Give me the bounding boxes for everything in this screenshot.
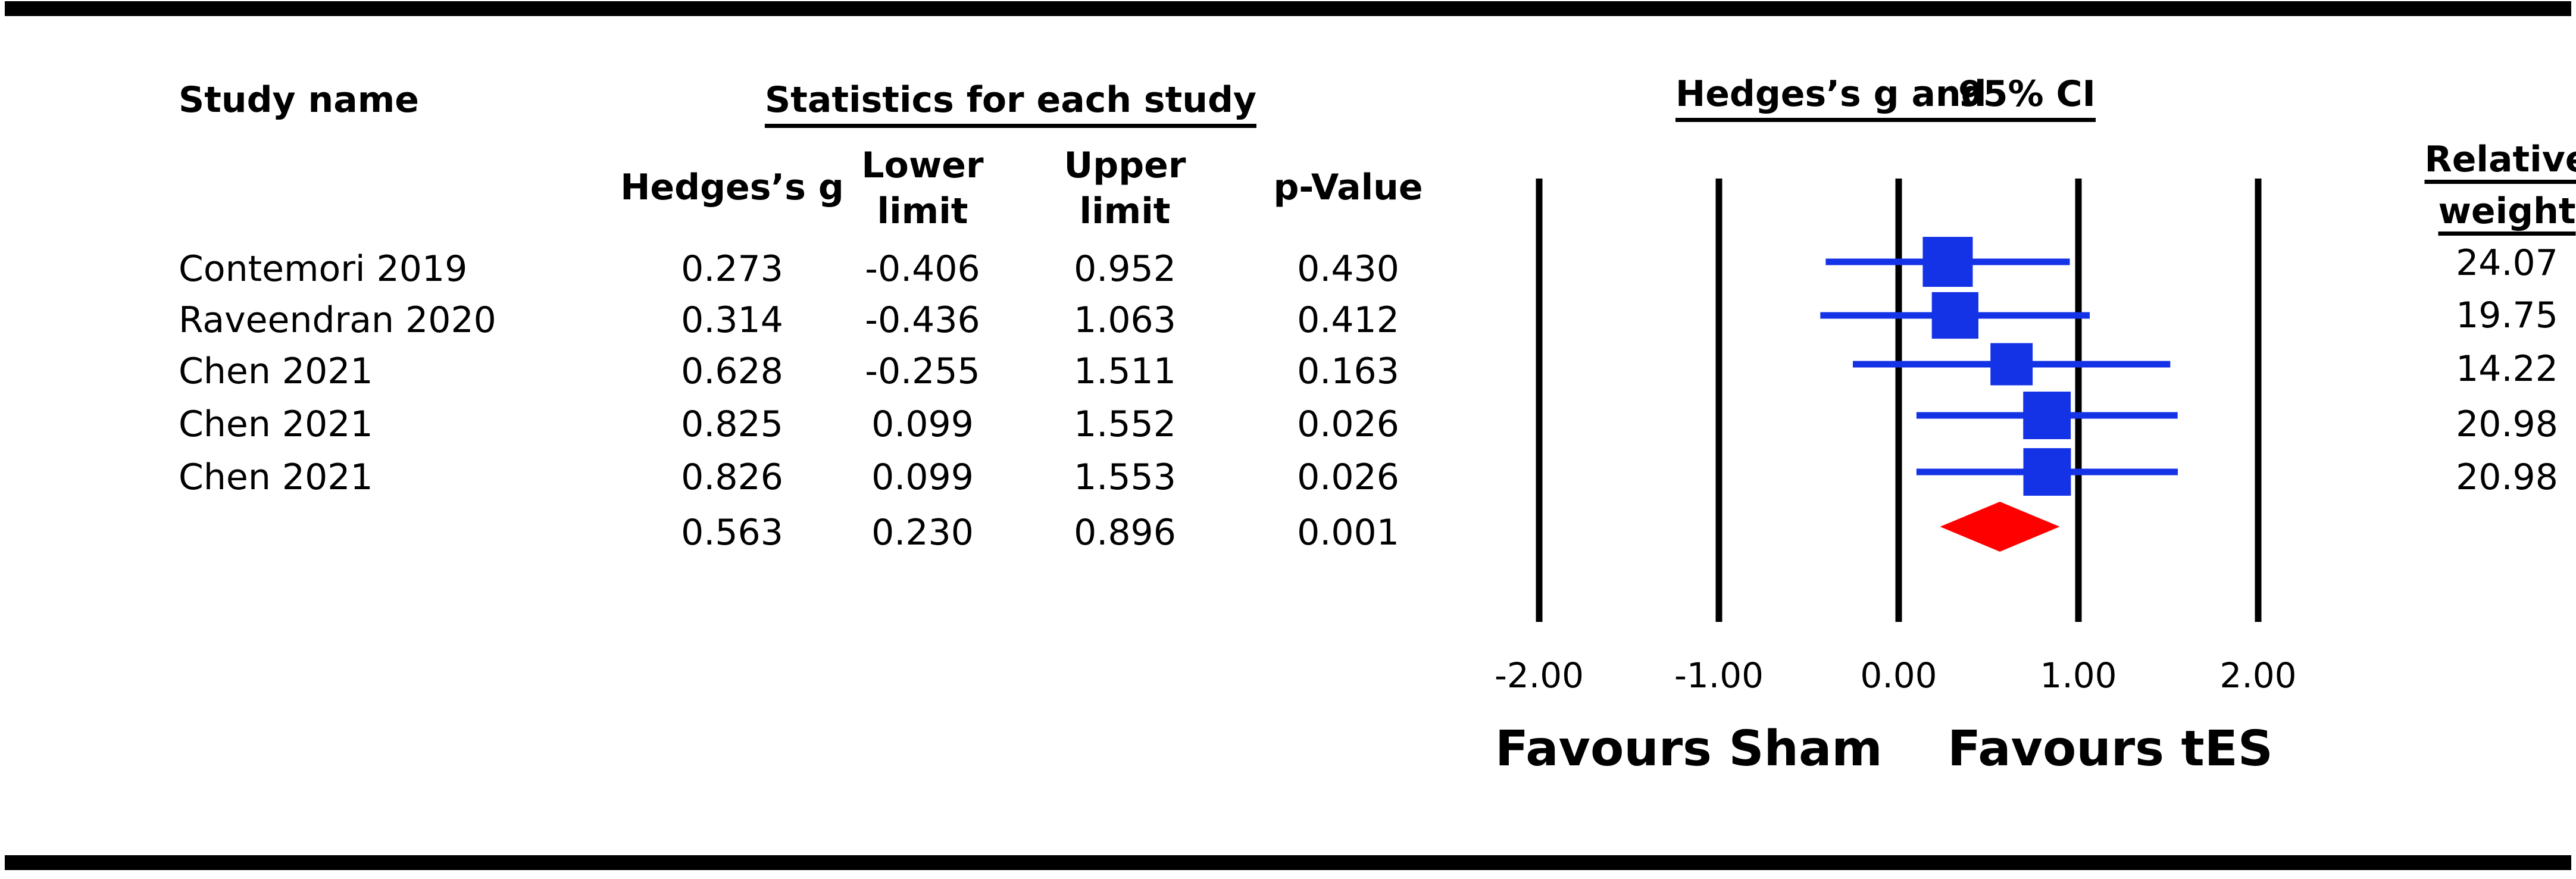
- p-value: 0.163: [1297, 351, 1399, 392]
- hedges-g-value: 0.826: [681, 456, 783, 498]
- x-tick-label: -1.00: [1674, 655, 1764, 696]
- upper-limit-header-2: limit: [1079, 190, 1171, 232]
- summary-p-value: 0.001: [1297, 512, 1399, 553]
- relative-weight-value: 19.75: [2456, 295, 2558, 336]
- lower-limit-value: 0.099: [871, 403, 974, 445]
- upper-limit-header-1: Upper: [1064, 145, 1186, 186]
- study-name: Chen 2021: [179, 351, 373, 392]
- x-tick-label: -2.00: [1495, 655, 1584, 696]
- bottom-rule: [5, 855, 2571, 870]
- effect-square: [2023, 448, 2071, 496]
- effect-square: [2023, 392, 2071, 439]
- upper-limit-value: 1.553: [1074, 456, 1176, 498]
- lower-limit-value: 0.099: [871, 456, 974, 498]
- x-tick-label: 0.00: [1860, 655, 1937, 696]
- p-value: 0.026: [1297, 403, 1399, 445]
- relative-weight-value: 24.07: [2456, 242, 2558, 284]
- upper-limit-value: 1.511: [1074, 351, 1176, 392]
- effect-square: [1931, 292, 1978, 339]
- lower-limit-value: -0.255: [865, 351, 980, 392]
- relative-weight-value: 14.22: [2456, 348, 2558, 390]
- study-name: Chen 2021: [179, 403, 373, 445]
- lower-limit-header-1: Lower: [861, 145, 984, 186]
- summary-upper-limit: 0.896: [1074, 512, 1176, 553]
- hedges-g-value: 0.628: [681, 351, 783, 392]
- effect-square: [1990, 343, 2033, 386]
- lower-limit-value: -0.436: [865, 299, 980, 341]
- hedges-g-value: 0.273: [681, 248, 783, 290]
- p-value: 0.026: [1297, 456, 1399, 498]
- effect-square: [1922, 237, 1973, 287]
- study-name: Raveendran 2020: [179, 299, 496, 341]
- p-value: 0.430: [1297, 248, 1399, 290]
- hedges-g-header: Hedges’s g: [620, 167, 844, 208]
- study-name: Contemori 2019: [179, 248, 468, 290]
- p-value-header: p-Value: [1273, 167, 1423, 208]
- x-tick-label: 2.00: [2219, 655, 2296, 696]
- summary-diamond: [1940, 502, 2060, 552]
- favours-right-label: Favours tES: [1947, 721, 2273, 777]
- study-name: Chen 2021: [179, 456, 373, 498]
- relative-weight-value: 20.98: [2456, 456, 2558, 498]
- plot-header-part2: 95% CI: [1958, 76, 2096, 122]
- relative-weight-header-1: Relative: [2424, 142, 2576, 184]
- relative-weight-value: 20.98: [2456, 403, 2558, 445]
- upper-limit-value: 1.552: [1074, 403, 1176, 445]
- lower-limit-value: -0.406: [865, 248, 980, 290]
- top-rule: [5, 1, 2571, 16]
- hedges-g-value: 0.825: [681, 403, 783, 445]
- p-value: 0.412: [1297, 299, 1399, 341]
- lower-limit-header-2: limit: [877, 190, 968, 232]
- upper-limit-value: 1.063: [1074, 299, 1176, 341]
- x-tick-label: 1.00: [2040, 655, 2117, 696]
- upper-limit-value: 0.952: [1074, 248, 1176, 290]
- plot-header-part1: Hedges’s g and: [1675, 76, 1987, 122]
- relative-weight-header-2: weight: [2438, 193, 2576, 236]
- summary-hedges-g: 0.563: [681, 512, 783, 553]
- hedges-g-value: 0.314: [681, 299, 783, 341]
- study-name-header: Study name: [179, 79, 419, 121]
- summary-lower-limit: 0.230: [871, 512, 974, 553]
- favours-left-label: Favours Sham: [1495, 721, 1883, 777]
- statistics-header: Statistics for each study: [764, 82, 1257, 128]
